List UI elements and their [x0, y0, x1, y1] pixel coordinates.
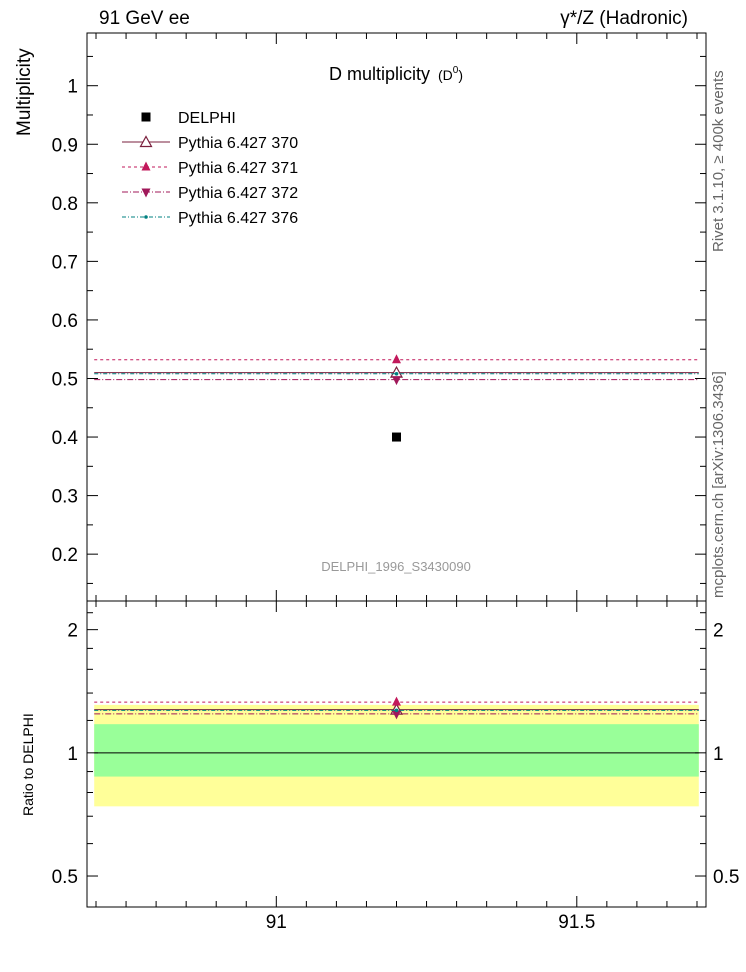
- ratio-y-tick-label-right: 1: [713, 744, 724, 765]
- main-y-tick-label: 0.2: [52, 545, 78, 566]
- marker-delphi: [141, 112, 151, 122]
- ratio-y-tick-label: 2: [67, 621, 78, 642]
- legend-label: Pythia 6.427 372: [178, 185, 298, 202]
- legend-label: Pythia 6.427 371: [178, 160, 298, 177]
- ratio-frame: [86, 600, 707, 908]
- marker-pythia-6.427-372: [141, 188, 151, 198]
- marker-pythia-6.427-376: [144, 215, 148, 219]
- main-y-tick-label: 0.3: [52, 487, 78, 508]
- marker-pythia-6.427-372: [392, 710, 401, 720]
- legend-label: DELPHI: [178, 110, 236, 127]
- x-tick-label: 91: [266, 912, 287, 933]
- x-tick-label: 91.5: [558, 912, 595, 933]
- chart-title: D multiplicity (D0): [329, 64, 463, 84]
- header-right: γ*/Z (Hadronic): [560, 8, 688, 29]
- main-y-tick-label: 0.8: [52, 194, 78, 215]
- main-y-tick-label: 0.6: [52, 311, 78, 332]
- main-ylabel: Multiplicity: [14, 48, 35, 136]
- marker-pythia-6.427-376: [394, 372, 399, 376]
- marker-delphi: [392, 432, 401, 442]
- ratio-ylabel: Ratio to DELPHI: [20, 713, 36, 816]
- marker-pythia-6.427-371: [392, 696, 401, 706]
- ratio-y-tick-label: 1: [67, 744, 78, 765]
- marker-pythia-6.427-372: [392, 376, 401, 386]
- marker-pythia-6.427-370: [139, 135, 153, 148]
- band-1-sigma: [94, 724, 699, 777]
- marker-pythia-6.427-376: [394, 708, 399, 713]
- legend-label: Pythia 6.427 370: [178, 135, 298, 152]
- main-y-tick-label: 0.4: [52, 428, 79, 449]
- ratio-y-tick-label-right: 2: [713, 621, 724, 642]
- marker-pythia-6.427-371: [141, 161, 151, 171]
- ratio-panel: 0.5 0.5 1 1 2 2 91 91.5: [52, 600, 739, 933]
- ratio-y-tick-label-right: 0.5: [713, 867, 739, 888]
- legend: DELPHI Pythia 6.427 370 Pythia 6.427 371 Py…: [122, 110, 298, 227]
- main-y-tick-label: 0.9: [52, 135, 78, 156]
- main-y-tick-label: 0.7: [52, 252, 78, 273]
- analysis-id: DELPHI_1996_S3430090: [321, 559, 471, 574]
- main-y-tick-label: 1: [67, 77, 78, 98]
- legend-label: Pythia 6.427 376: [178, 210, 298, 227]
- main-y-tick-label: 0.5: [52, 369, 78, 390]
- ratio-y-tick-label: 0.5: [52, 867, 78, 888]
- header-left: 91 GeV ee: [99, 8, 190, 29]
- marker-pythia-6.427-371: [392, 354, 401, 364]
